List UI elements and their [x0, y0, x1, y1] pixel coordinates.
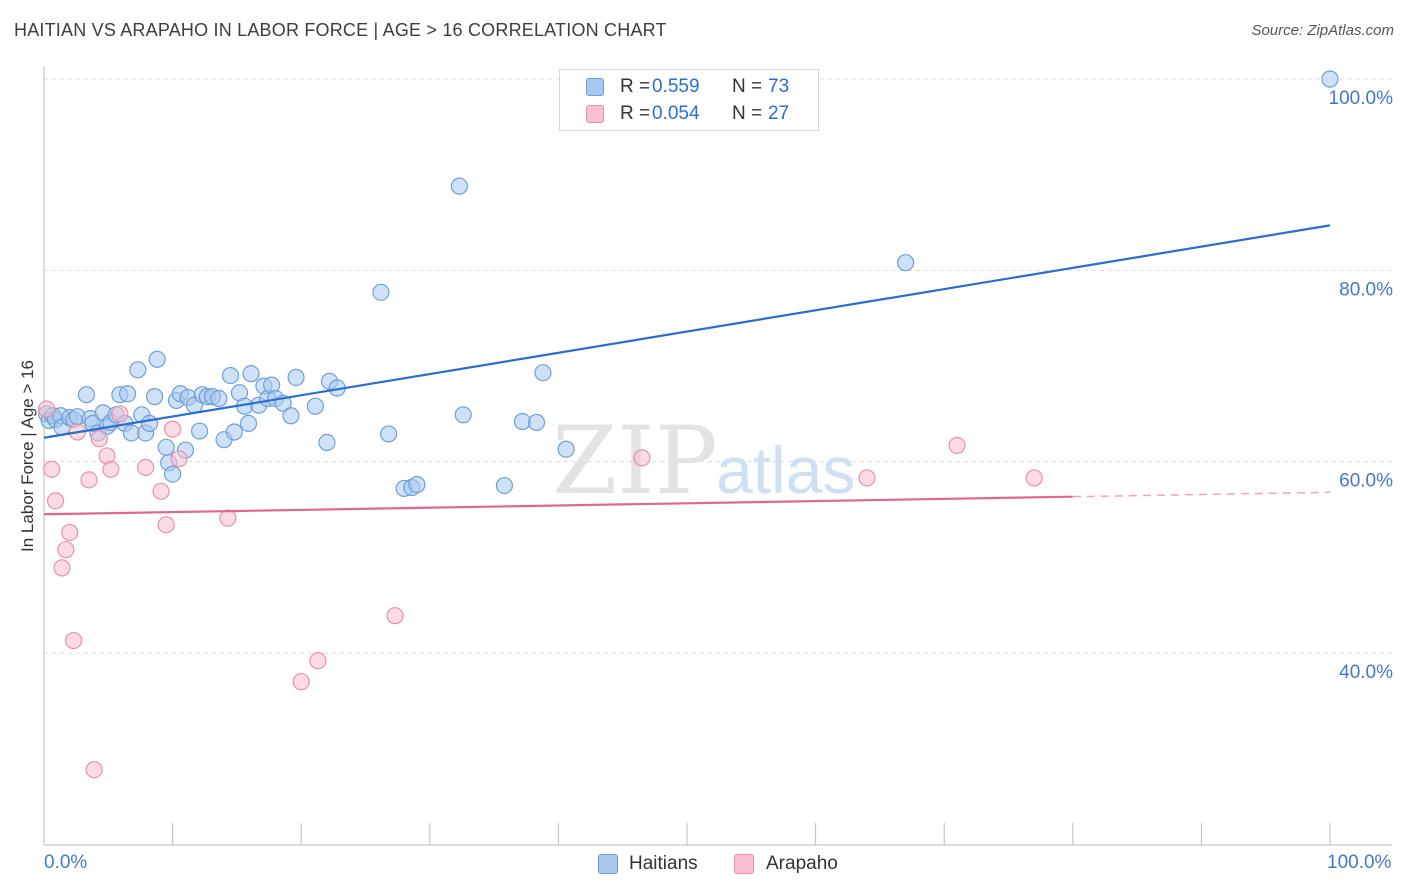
legend-n-label: N =	[732, 103, 763, 124]
point-haitians	[148, 350, 166, 368]
point-arapaho	[43, 460, 61, 478]
legend-n-label: N =	[732, 76, 763, 97]
point-arapaho	[64, 631, 83, 650]
legend-r-label: R =	[620, 76, 651, 97]
point-haitians	[282, 407, 300, 425]
grid-layer	[44, 78, 1392, 654]
point-haitians	[454, 406, 472, 424]
point-haitians	[306, 397, 324, 415]
point-haitians	[408, 476, 426, 494]
point-haitians	[534, 364, 552, 382]
point-arapaho	[85, 761, 103, 779]
legend-row-arapaho: R = 0.054 N = 27	[560, 101, 818, 127]
point-arapaho	[164, 420, 182, 438]
point-haitians	[242, 365, 260, 383]
point-arapaho	[61, 523, 79, 542]
point-arapaho	[53, 559, 71, 577]
point-arapaho	[633, 449, 651, 467]
correlation-legend: R = 0.559 N = 73 R = 0.054 N = 27	[559, 69, 819, 131]
legend-swatch-haitians	[586, 78, 604, 96]
trendline-dashed-1	[1072, 491, 1331, 498]
point-arapaho	[1025, 469, 1043, 487]
point-haitians	[129, 361, 147, 379]
point-haitians	[191, 422, 209, 440]
legend-r-label: R =	[620, 103, 651, 124]
legend-swatch-haitians	[598, 854, 618, 874]
point-arapaho	[386, 607, 404, 625]
point-haitians	[897, 254, 915, 272]
y-tick-labels: 40.0% 60.0% 80.0% 100.0%	[1329, 88, 1394, 683]
point-haitians	[527, 413, 546, 432]
point-haitians	[210, 389, 228, 408]
point-haitians	[380, 425, 398, 443]
point-arapaho	[157, 516, 175, 534]
point-haitians	[140, 414, 159, 432]
trendline-0	[43, 224, 1331, 439]
legend-r-value: 0.559	[652, 76, 700, 97]
point-arapaho	[219, 509, 237, 527]
point-arapaho	[102, 460, 120, 478]
point-arapaho	[57, 541, 75, 559]
x-tick-label-min: 0.0%	[44, 852, 88, 873]
point-haitians	[318, 433, 336, 452]
points-layer	[37, 70, 1339, 779]
legend-n-value: 27	[768, 103, 790, 124]
y-tick-label: 60.0%	[1339, 471, 1393, 492]
y-tick-label: 80.0%	[1339, 279, 1393, 300]
point-arapaho	[309, 652, 327, 670]
point-arapaho	[90, 430, 108, 448]
point-haitians	[77, 386, 96, 404]
point-haitians	[145, 388, 164, 406]
trend-layer	[43, 224, 1331, 516]
point-haitians	[225, 423, 243, 441]
point-haitians	[1321, 70, 1339, 88]
trendline-1	[43, 495, 1073, 516]
legend-n-value: 73	[768, 76, 790, 97]
point-arapaho	[948, 436, 966, 455]
point-arapaho	[46, 492, 65, 510]
axis-layer	[43, 66, 1392, 846]
y-tick-label: 40.0%	[1339, 662, 1393, 683]
point-haitians	[495, 476, 513, 495]
source-label: Source: ZipAtlas.com	[1251, 22, 1394, 39]
x-tick-label-max: 100.0%	[1327, 852, 1392, 873]
point-arapaho	[858, 469, 876, 487]
point-arapaho	[152, 482, 170, 500]
legend-swatch-arapaho	[586, 105, 604, 123]
legend-label-haitians: Haitians	[629, 853, 698, 874]
point-haitians	[221, 366, 240, 385]
legend-row-haitians: R = 0.559 N = 73	[560, 74, 818, 100]
point-arapaho	[292, 673, 310, 691]
point-haitians	[239, 414, 258, 432]
point-arapaho	[80, 471, 98, 489]
watermark-atlas: atlas	[716, 433, 855, 507]
legend-swatch-arapaho	[734, 854, 754, 874]
point-haitians	[157, 438, 175, 456]
y-axis-title: In Labor Force | Age > 16	[18, 359, 37, 553]
point-arapaho	[136, 458, 155, 477]
chart-title: HAITIAN VS ARAPAHO IN LABOR FORCE | AGE …	[14, 20, 667, 40]
legend-label-arapaho: Arapaho	[766, 853, 838, 874]
point-haitians	[164, 465, 182, 483]
point-haitians	[372, 283, 390, 301]
point-haitians	[450, 177, 468, 195]
point-haitians	[287, 368, 305, 387]
y-tick-label: 100.0%	[1329, 88, 1394, 109]
point-haitians	[557, 440, 575, 458]
point-arapaho	[170, 450, 188, 468]
legend-r-value: 0.054	[652, 103, 700, 124]
point-haitians	[118, 385, 137, 403]
point-arapaho	[111, 405, 129, 423]
point-arapaho	[37, 400, 56, 418]
